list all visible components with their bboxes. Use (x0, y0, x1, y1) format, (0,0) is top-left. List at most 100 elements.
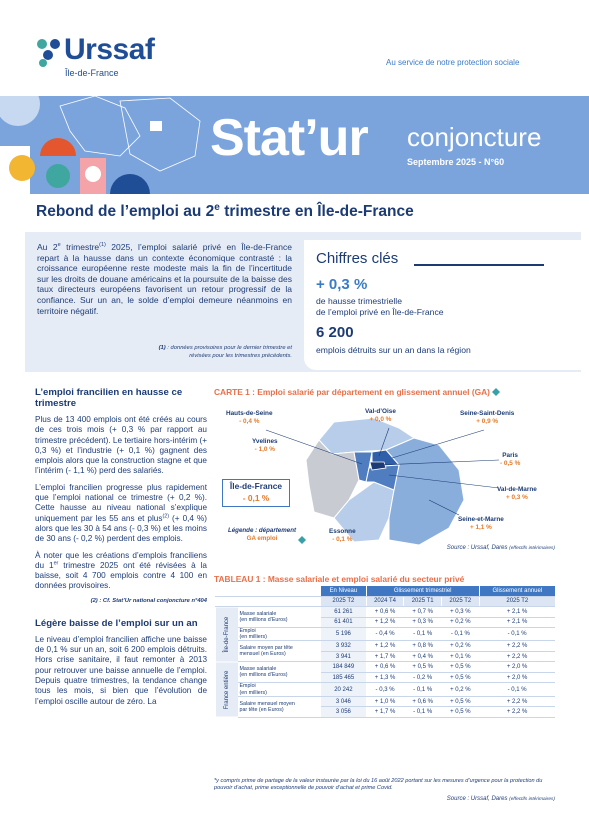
value-cell: - 0,4 % (366, 627, 404, 642)
logo-text: Urssaf (64, 33, 155, 66)
dept-value: - 0,4 % (239, 418, 260, 425)
value-cell: + 2,0 % (479, 672, 555, 684)
banner-title: Stat’ur (210, 109, 369, 167)
map (265, 417, 500, 546)
value-cell: + 0,3 % (441, 606, 480, 618)
logo-dot (43, 50, 53, 60)
value-cell: + 0,6 % (366, 606, 404, 618)
dept-label: Seine-Saint-Denis + 0,9 % (460, 410, 514, 426)
value-cell: + 2,0 % (479, 661, 555, 673)
table-row: 3 941 + 1,7 % + 0,4 % + 0,1 % + 2,2 % (216, 651, 555, 663)
value-cell: + 0,2 % (441, 682, 480, 697)
source-detail: (effectifs intérimaires) (509, 546, 555, 551)
value-cell: + 0,8 % (403, 640, 442, 652)
dept-value: + 0,0 % (369, 416, 392, 423)
key-figures-card: Chiffres clés + 0,3 % de hausse trimestr… (304, 240, 581, 370)
banner-decoration (0, 96, 201, 194)
table-row: 3 056 + 1,7 % - 0,1 % + 0,5 % + 2,2 % (216, 706, 555, 718)
deco-shape (85, 166, 101, 182)
table-row: Île-de-France Masse salariale (en millions… (215, 606, 555, 662)
deco-map-paris (150, 121, 162, 131)
tagline: Au service de notre protection sociale (386, 58, 520, 67)
logo-region: Île-de-France (65, 68, 119, 78)
intro-sup: e (57, 242, 61, 249)
region-name: Île-de-France (229, 481, 283, 491)
value-cell: 61 401 (320, 617, 367, 628)
legend-line: Légende : département (227, 527, 297, 534)
value-cell: + 0,2 % (441, 640, 480, 652)
row-label-line: Masse salariale (239, 610, 277, 617)
section-heading: L’emploi francilien en hausse ce trimest… (35, 387, 183, 409)
dept-seine-et-marne (385, 437, 465, 546)
dept-label: Yvelines - 1,0 % (252, 438, 278, 454)
leader-line (388, 474, 500, 489)
dept-name: Essonne (329, 528, 356, 535)
deco-shape (46, 164, 70, 188)
row-label: Salaire moyen par tête mensuel (en Euros) (237, 640, 321, 663)
legend-line: GA emploi (246, 535, 278, 542)
deco-map-outline (119, 97, 201, 172)
row-label-line: (en millions d’Euros) (239, 672, 288, 679)
dept-name: Paris (502, 452, 518, 459)
value-cell: 3 941 (320, 651, 367, 663)
subheader-cell: 2025 T1 (403, 596, 442, 607)
table-row: Salaire mensuel moyen par tête (en Euros)… (216, 696, 555, 718)
row-label-line: Salaire moyen par tête (239, 645, 293, 652)
value-cell: 184 849 (320, 661, 367, 673)
dept-name: Hauts-de-Seine (226, 410, 273, 417)
leader-line (428, 499, 460, 516)
value-cell: + 2,2 % (479, 640, 555, 652)
key-figure-value: 6 200 (316, 324, 354, 341)
dept-name: Val-d’Oise (365, 408, 396, 415)
value-cell: + 1,7 % (366, 706, 404, 718)
table-row: 61 401 + 1,2 % + 0,3 % + 0,2 % + 2,1 % (216, 617, 555, 628)
value-cell: 5 196 (320, 627, 367, 642)
headline: Rebond de l’emploi au 2e trimestre en Îl… (36, 202, 414, 221)
diamond-icon (492, 388, 501, 396)
note-mark: (2) (90, 597, 98, 604)
text: L’emploi francilien progresse plus rapid… (35, 482, 207, 523)
value-cell: - 0,1 % (403, 682, 442, 697)
value-cell: + 0,1 % (441, 651, 480, 663)
key-figure-value: + 0,3 % (316, 276, 368, 293)
value-cell: - 0,1 % (403, 627, 442, 642)
value-cell: + 0,5 % (403, 661, 442, 673)
row-label: Salaire mensuel moyen par tête (en Euros) (237, 696, 321, 718)
header-cell: Glissement annuel (478, 586, 555, 597)
sup: er (53, 560, 59, 567)
value-cell: + 1,7 % (366, 651, 404, 663)
dept-name: Yvelines (252, 438, 278, 445)
note: (2) : Cf. Stat’Ur national conjoncture n… (35, 598, 207, 604)
leader-line (265, 429, 363, 465)
dept-value: + 0,9 % (476, 418, 499, 425)
deco-shape (0, 96, 40, 126)
key-figures-rule (414, 264, 544, 266)
logo-dot (39, 59, 47, 67)
text: trimestre 2025 ont été révisées à la bai… (35, 560, 207, 591)
caption-line: de l’emploi privé en Île-de-France (316, 306, 444, 317)
dept-name: Seine-et-Marne (458, 516, 504, 523)
row-label: Emploi (en milliers) (237, 627, 321, 642)
group-label: France entière (215, 661, 238, 718)
dept-label: Paris - 0,5 % (500, 452, 520, 468)
subheader-cell: 2025 T2 (320, 596, 367, 607)
dept-name: Seine-Saint-Denis (460, 410, 515, 417)
paragraph: À noter que les créations d’emplois fran… (35, 551, 207, 592)
value-cell: - 0,1 % (403, 706, 442, 718)
value-cell: + 0,6 % (403, 696, 442, 708)
dept-label: Essonne - 0,1 % (329, 528, 356, 544)
table-source: Source : Urssaf, Dares (effectifs intéri… (350, 796, 555, 802)
value-cell: + 2,2 % (479, 696, 555, 708)
source-detail: (effectifs intérimaires) (509, 797, 555, 802)
map-legend: Légende : département GA emploi (222, 527, 302, 543)
value-cell: + 2,2 % (479, 651, 555, 663)
dept-value: - 1,0 % (254, 446, 275, 453)
group-label: Île-de-France (215, 606, 238, 662)
table-note: *y compris prime de partage de la valeur… (214, 778, 543, 791)
value-cell: - 0,1 % (479, 627, 555, 642)
subheader-cell: 2025 T2 (441, 596, 480, 607)
table-row: Emploi (en milliers) 20 242- 0,3 % - 0,1 % +… (216, 682, 555, 697)
header-row: En Niveau Glissement trimestriel Glissemen… (214, 586, 555, 597)
paragraph: Le niveau d’emploi francilien affiche un… (35, 634, 207, 706)
value-cell: + 0,6 % (366, 661, 404, 673)
